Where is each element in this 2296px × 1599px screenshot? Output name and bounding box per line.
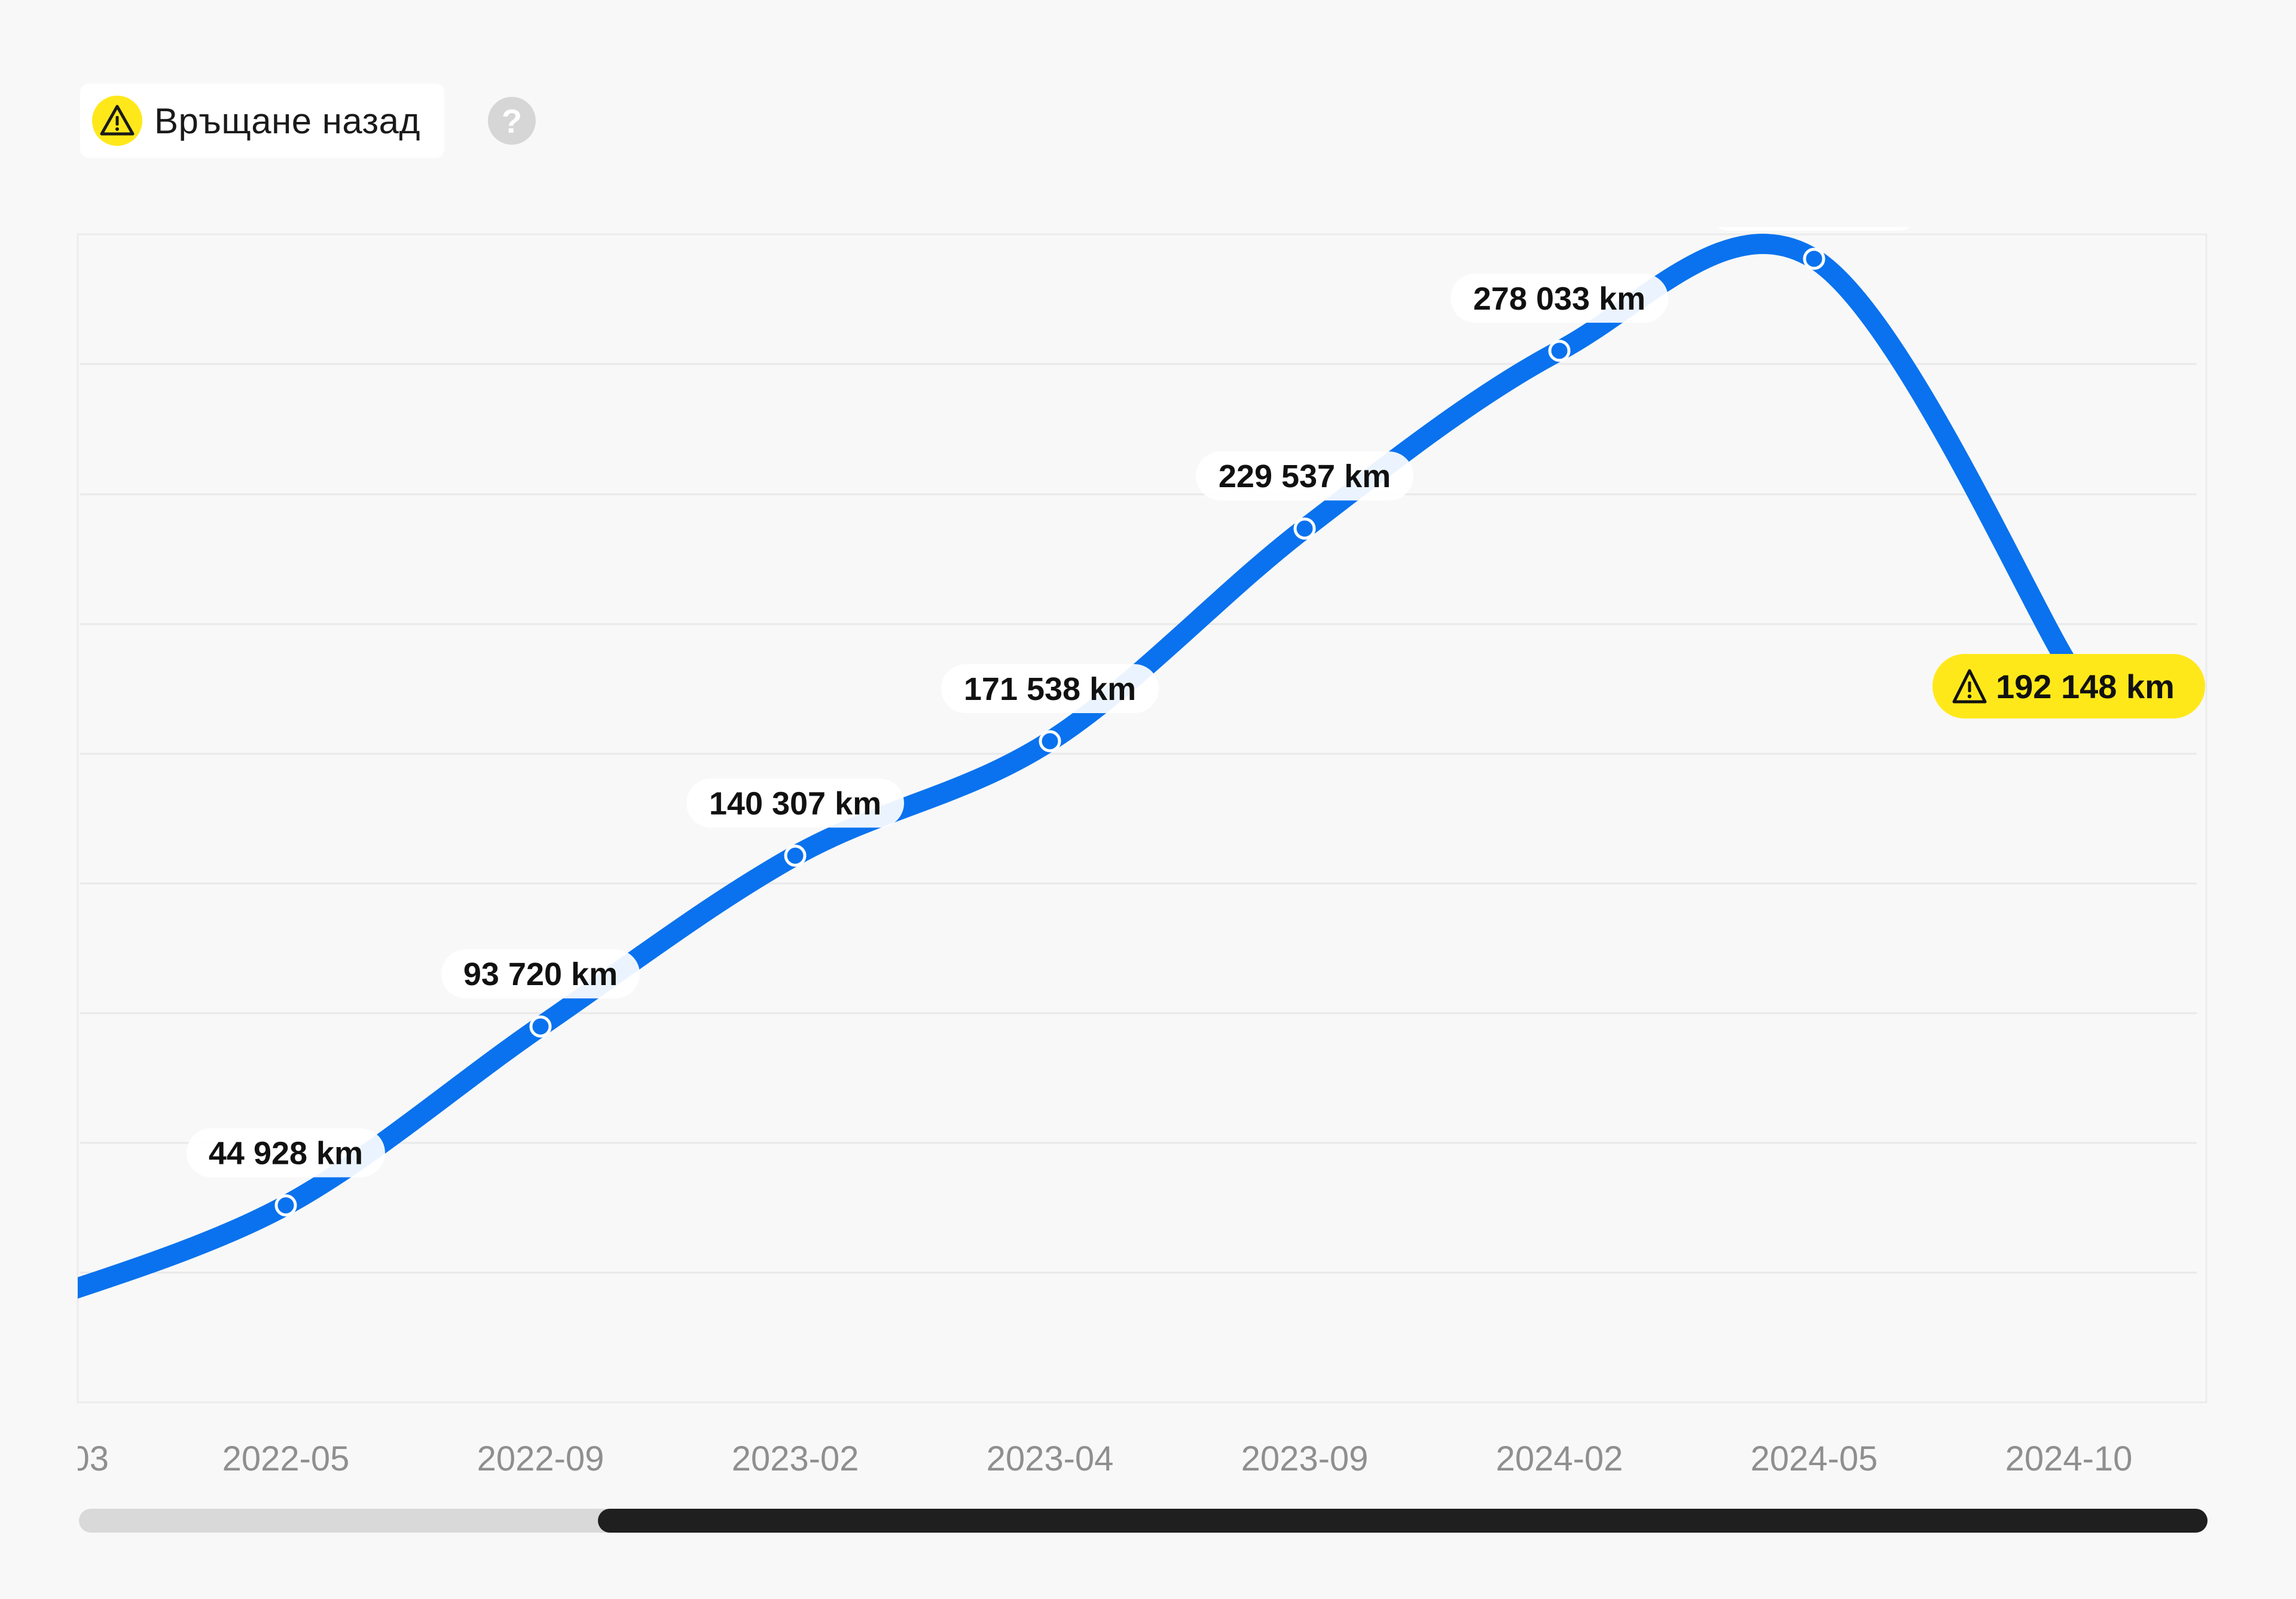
label-pill <box>1717 227 1912 231</box>
label-pill <box>941 664 1159 713</box>
legend-label: Връщане назад <box>154 100 421 141</box>
data-label: 140 307 km <box>709 785 881 821</box>
data-point <box>1548 340 1571 362</box>
data-point <box>1293 517 1316 540</box>
x-tick-label: 03 <box>70 1439 109 1478</box>
x-tick-label: 2022-09 <box>477 1439 604 1478</box>
warning-icon <box>1952 669 1987 704</box>
data-points <box>274 247 2080 1216</box>
data-label: km <box>8 1234 54 1270</box>
data-label: 278 033 km <box>1473 281 1645 317</box>
label-pill <box>1451 273 1668 323</box>
data-label: 44 928 km <box>209 1135 363 1171</box>
x-tick-label: 2024-10 <box>2005 1439 2133 1478</box>
grid-lines <box>80 363 2197 1274</box>
data-labels: km 44 928 km 93 720 km 140 307 km 171 538 km… <box>0 189 2205 1276</box>
label-pill <box>686 778 904 828</box>
data-point <box>784 844 807 867</box>
warning-label-pill <box>1932 654 2205 719</box>
help-button[interactable]: ? <box>488 97 536 145</box>
horizontal-scrollbar[interactable] <box>79 1509 2208 1533</box>
question-icon: ? <box>501 102 523 140</box>
data-label: 171 538 km <box>964 671 1136 707</box>
label-pill <box>1196 451 1413 501</box>
data-label: 229 537 km <box>1219 458 1391 494</box>
x-tick-label: 2023-09 <box>1241 1439 1369 1478</box>
warning-icon <box>92 96 142 146</box>
data-label: 303 120 km <box>1728 189 1900 225</box>
data-label: 192 148 km <box>1996 668 2175 705</box>
x-tick-label: 2022-05 <box>222 1439 350 1478</box>
data-point <box>1803 247 1825 270</box>
x-tick-label: 2023-02 <box>732 1439 859 1478</box>
label-pill <box>0 1227 63 1276</box>
data-point <box>529 1015 552 1038</box>
x-axis-ticks: 03 2022-05 2022-09 2023-02 2023-04 2023-09 202… <box>70 1439 2133 1478</box>
scrollbar-thumb[interactable] <box>598 1509 2208 1533</box>
data-point <box>274 1194 297 1216</box>
label-pill <box>441 949 640 999</box>
data-point <box>1039 730 1061 753</box>
x-tick-label: 2024-02 <box>1496 1439 1623 1478</box>
label-pill <box>187 1128 385 1178</box>
plot-area <box>77 233 2208 1404</box>
x-tick-label: 2024-05 <box>1751 1439 1878 1478</box>
rollback-legend: Връщане назад <box>80 84 445 158</box>
x-tick-label: 2023-04 <box>987 1439 1114 1478</box>
data-label: 93 720 km <box>463 956 618 992</box>
